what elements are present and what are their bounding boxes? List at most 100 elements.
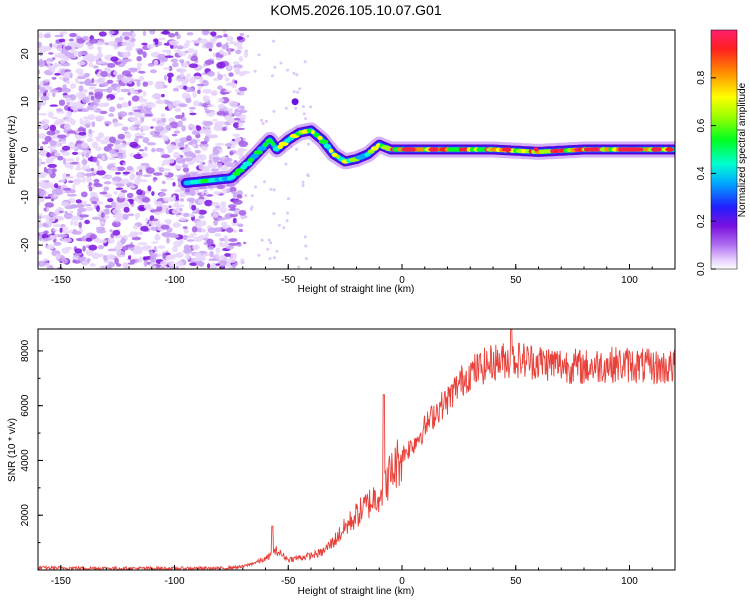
- noise-blob: [40, 95, 50, 101]
- noise-blob: [238, 228, 243, 233]
- noise-blob: [54, 53, 60, 58]
- noise-blob: [52, 229, 58, 232]
- noise-blob: [153, 172, 163, 176]
- noise-blob: [147, 63, 155, 67]
- noise-blob: [141, 42, 148, 46]
- noise-blob: [189, 189, 196, 197]
- noise-blob: [84, 53, 95, 60]
- noise-blob: [91, 78, 95, 84]
- noise-blob: [136, 195, 145, 199]
- noise-blob: [218, 241, 224, 248]
- noise-blob: [138, 70, 146, 74]
- noise-blob: [47, 163, 57, 168]
- noise-blob: [301, 184, 305, 187]
- noise-blob: [269, 241, 273, 245]
- noise-blob: [156, 121, 166, 127]
- noise-blob: [38, 112, 48, 116]
- x-tick-label: -100: [164, 576, 184, 587]
- colorbar: 0.0 0.2 0.4 0.6 0.8 Normalized spectral ampl…: [696, 29, 748, 276]
- noise-blob: [176, 260, 184, 267]
- noise-blob: [266, 247, 270, 251]
- noise-blob: [272, 109, 276, 113]
- noise-blob: [157, 98, 162, 104]
- noise-blob: [160, 224, 170, 230]
- noise-blob: [215, 263, 220, 266]
- noise-blob: [186, 32, 194, 36]
- noise-blob: [121, 245, 129, 251]
- noise-blob: [226, 36, 234, 42]
- noise-blob: [272, 188, 276, 192]
- noise-blob: [191, 130, 200, 136]
- noise-blob: [227, 204, 237, 209]
- snr-plot-area: [38, 329, 675, 570]
- noise-blob: [104, 67, 110, 71]
- noise-blob: [234, 68, 240, 73]
- noise-blob: [172, 245, 178, 253]
- noise-blob: [93, 169, 97, 174]
- noise-blob: [224, 77, 230, 82]
- noise-blob: [38, 143, 41, 146]
- noise-blob: [175, 164, 180, 169]
- x-tick-label: -150: [51, 576, 71, 587]
- noise-blob: [214, 233, 222, 237]
- noise-blob: [166, 237, 170, 244]
- noise-blob: [175, 157, 185, 164]
- noise-blob: [191, 143, 197, 147]
- noise-blob: [210, 31, 217, 36]
- noise-blob: [114, 143, 122, 149]
- spectrogram-noise: [38, 30, 313, 269]
- colorbar-gradient: [710, 29, 738, 270]
- noise-blob: [184, 144, 189, 148]
- noise-blob: [303, 235, 307, 239]
- noise-blob: [140, 125, 150, 131]
- noise-blob: [81, 260, 88, 266]
- noise-blob: [214, 36, 220, 39]
- noise-blob: [134, 212, 141, 218]
- ridge-dab: [310, 129, 315, 135]
- noise-blob: [244, 49, 248, 53]
- noise-blob: [309, 105, 313, 109]
- noise-blob: [172, 182, 176, 187]
- noise-blob: [160, 57, 167, 61]
- noise-blob: [102, 176, 109, 179]
- noise-blob: [82, 176, 86, 184]
- noise-blob: [272, 212, 276, 216]
- noise-blob: [84, 80, 92, 86]
- noise-blob: [232, 192, 238, 198]
- noise-blob: [244, 215, 248, 219]
- noise-blob: [168, 65, 173, 72]
- noise-blob: [62, 94, 73, 99]
- noise-blob: [60, 178, 66, 183]
- noise-blob: [123, 201, 129, 207]
- noise-blob: [146, 44, 154, 49]
- noise-blob: [158, 167, 165, 173]
- noise-blob: [187, 48, 195, 54]
- noise-blob: [129, 185, 136, 189]
- noise-blob: [85, 249, 94, 256]
- noise-blob: [175, 78, 185, 82]
- noise-blob: [228, 238, 238, 242]
- noise-blob: [235, 262, 238, 266]
- spectrogram-y-label: Frequency (Hz): [7, 116, 18, 185]
- noise-blob: [212, 52, 216, 58]
- noise-blob: [182, 234, 188, 241]
- noise-blob: [95, 146, 102, 152]
- noise-blob: [239, 114, 247, 121]
- noise-blob: [166, 144, 177, 151]
- snr-y-axis: 2000 4000 6000 8000: [20, 339, 43, 571]
- noise-blob: [143, 203, 152, 210]
- noise-blob: [257, 253, 261, 257]
- noise-blob: [213, 191, 221, 195]
- noise-blob: [38, 161, 42, 168]
- y-tick-label: 8000: [20, 339, 31, 362]
- noise-blob: [62, 158, 67, 165]
- noise-blob: [221, 221, 228, 227]
- noise-blob: [125, 132, 132, 139]
- noise-blob: [75, 199, 82, 204]
- noise-blob: [183, 244, 191, 251]
- noise-blob: [254, 185, 257, 189]
- noise-blob: [286, 68, 290, 72]
- noise-blob: [113, 191, 118, 195]
- noise-blob: [212, 213, 219, 219]
- ridge-dab: [665, 147, 674, 152]
